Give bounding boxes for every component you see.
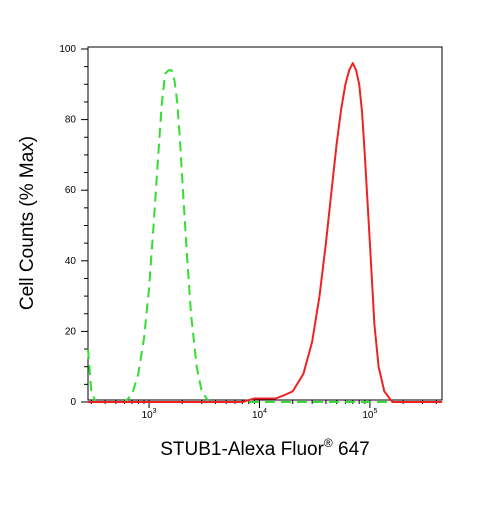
- y-tick-label: 60: [65, 185, 77, 196]
- y-tick-label: 0: [70, 397, 76, 408]
- y-tick-label: 100: [59, 44, 76, 55]
- x-axis-label: STUB1-Alexa Fluor® 647: [160, 436, 370, 460]
- x-tick-label: 103: [142, 408, 157, 421]
- y-tick-label: 80: [65, 115, 77, 126]
- series-layer: [87, 62, 442, 403]
- y-tick-label: 20: [65, 326, 77, 337]
- x-axis-label-tail: 647: [333, 439, 370, 460]
- series-1-line: [87, 69, 442, 403]
- y-tick-label: 40: [65, 256, 77, 267]
- x-axis-label-main: STUB1-Alexa Fluor: [160, 439, 324, 460]
- x-tick-label: 105: [362, 408, 377, 421]
- x-tick-label: 104: [252, 408, 267, 421]
- y-axis-label: Cell Counts (% Max): [17, 136, 38, 310]
- plot-frame: [87, 46, 443, 401]
- x-axis-ticks: 103 104 105: [90, 400, 437, 421]
- y-axis-ticks: 0 20 40 60 80 100: [59, 44, 88, 408]
- x-axis-label-sup: ®: [324, 436, 333, 450]
- series-2-line: [88, 62, 442, 403]
